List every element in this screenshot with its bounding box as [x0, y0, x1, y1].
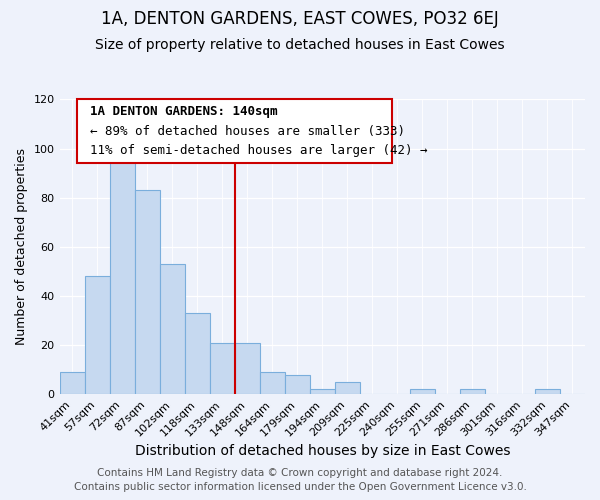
Y-axis label: Number of detached properties: Number of detached properties [15, 148, 28, 346]
Bar [185, 313, 209, 394]
Bar [285, 374, 310, 394]
Text: Size of property relative to detached houses in East Cowes: Size of property relative to detached ho… [95, 38, 505, 52]
Text: Contains HM Land Registry data © Crown copyright and database right 2024.
Contai: Contains HM Land Registry data © Crown c… [74, 468, 526, 492]
Bar [310, 390, 335, 394]
Bar [235, 342, 260, 394]
Bar [209, 342, 235, 394]
Bar [260, 372, 285, 394]
X-axis label: Distribution of detached houses by size in East Cowes: Distribution of detached houses by size … [134, 444, 510, 458]
FancyBboxPatch shape [77, 100, 392, 164]
Bar [410, 390, 435, 394]
Text: ← 89% of detached houses are smaller (333): ← 89% of detached houses are smaller (33… [90, 124, 405, 138]
Bar [160, 264, 185, 394]
Bar [460, 390, 485, 394]
Bar [134, 190, 160, 394]
Bar [110, 151, 134, 394]
Text: 1A DENTON GARDENS: 140sqm: 1A DENTON GARDENS: 140sqm [90, 106, 277, 118]
Text: 1A, DENTON GARDENS, EAST COWES, PO32 6EJ: 1A, DENTON GARDENS, EAST COWES, PO32 6EJ [101, 10, 499, 28]
Bar [59, 372, 85, 394]
Bar [335, 382, 360, 394]
Text: 11% of semi-detached houses are larger (42) →: 11% of semi-detached houses are larger (… [90, 144, 427, 156]
Bar [535, 390, 560, 394]
Bar [85, 276, 110, 394]
